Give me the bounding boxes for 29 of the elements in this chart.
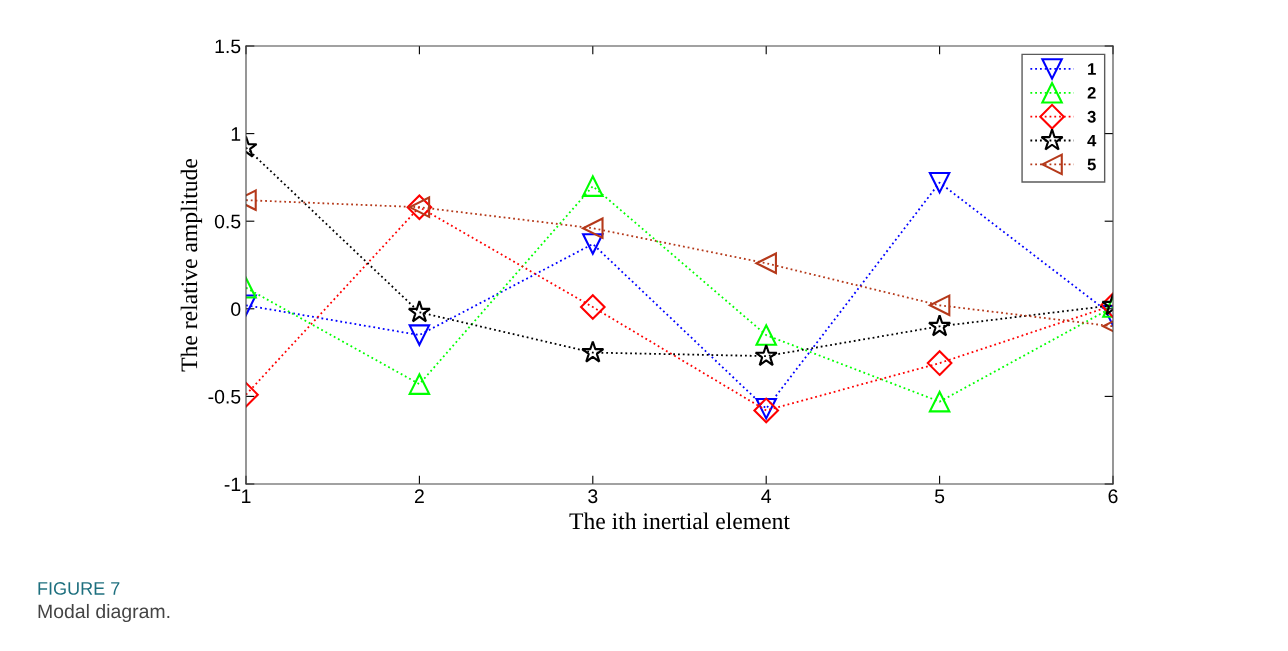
x-tick-label: 2 xyxy=(414,489,424,503)
point xyxy=(754,343,778,367)
y-axis-title: The relative amplitude xyxy=(180,158,203,372)
legend-label: 3 xyxy=(1087,110,1096,123)
caption: FIGURE 7 xyxy=(38,582,120,595)
x-tick-label: 4 xyxy=(761,489,772,503)
x-tick-label: 5 xyxy=(934,489,945,504)
legend-label: 5 xyxy=(1087,158,1096,171)
x-tick-label: 6 xyxy=(1108,489,1118,504)
x-axis-title: The ith inertial element xyxy=(569,512,790,530)
y-tick-label: 1.5 xyxy=(215,39,241,54)
y-tick-label: -1 xyxy=(224,477,241,492)
point xyxy=(582,233,604,255)
point xyxy=(579,294,606,320)
legend-label: 2 xyxy=(1087,86,1096,99)
point xyxy=(582,175,604,197)
point xyxy=(755,324,777,346)
y-tick-label: 0.5 xyxy=(214,214,241,229)
y-tick-label: -0.5 xyxy=(208,389,241,404)
x-tick-label: 1 xyxy=(242,489,251,503)
point xyxy=(755,252,777,275)
point xyxy=(581,340,605,363)
y-tick-label: 1 xyxy=(231,127,241,141)
x-tick-label: 3 xyxy=(588,489,598,504)
legend-label: 4 xyxy=(1087,134,1097,147)
point xyxy=(582,217,604,239)
legend-label: 1 xyxy=(1088,63,1096,75)
text: Modal diagram. xyxy=(38,603,170,623)
y-tick-label: 0 xyxy=(231,302,241,317)
